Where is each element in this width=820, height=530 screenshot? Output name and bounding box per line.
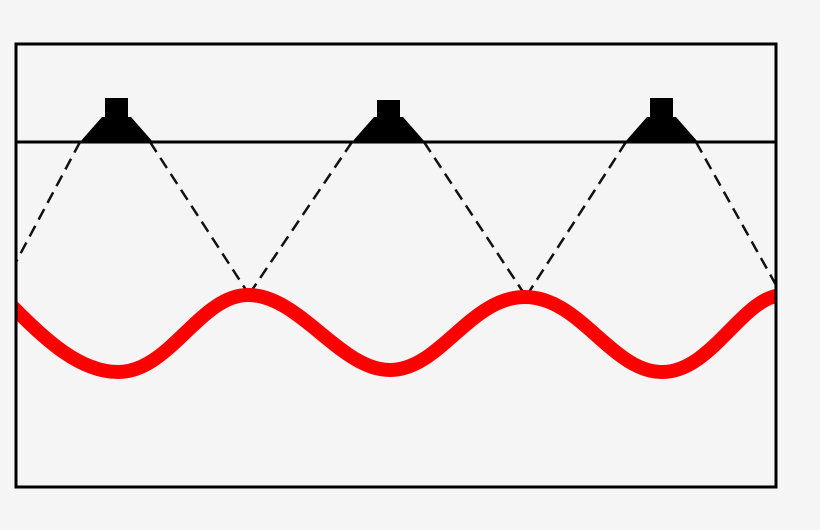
lamp	[80, 98, 153, 142]
lamp	[352, 100, 425, 142]
lamp	[625, 98, 698, 142]
beam	[248, 141, 354, 294]
scene	[16, 141, 776, 380]
frame	[14, 42, 778, 489]
wave	[16, 287, 776, 380]
beam	[16, 141, 82, 263]
light-beams	[16, 141, 776, 296]
beam	[148, 141, 250, 294]
beam	[525, 141, 628, 296]
beam	[694, 141, 776, 286]
beam	[422, 141, 527, 296]
lamps	[80, 98, 698, 142]
